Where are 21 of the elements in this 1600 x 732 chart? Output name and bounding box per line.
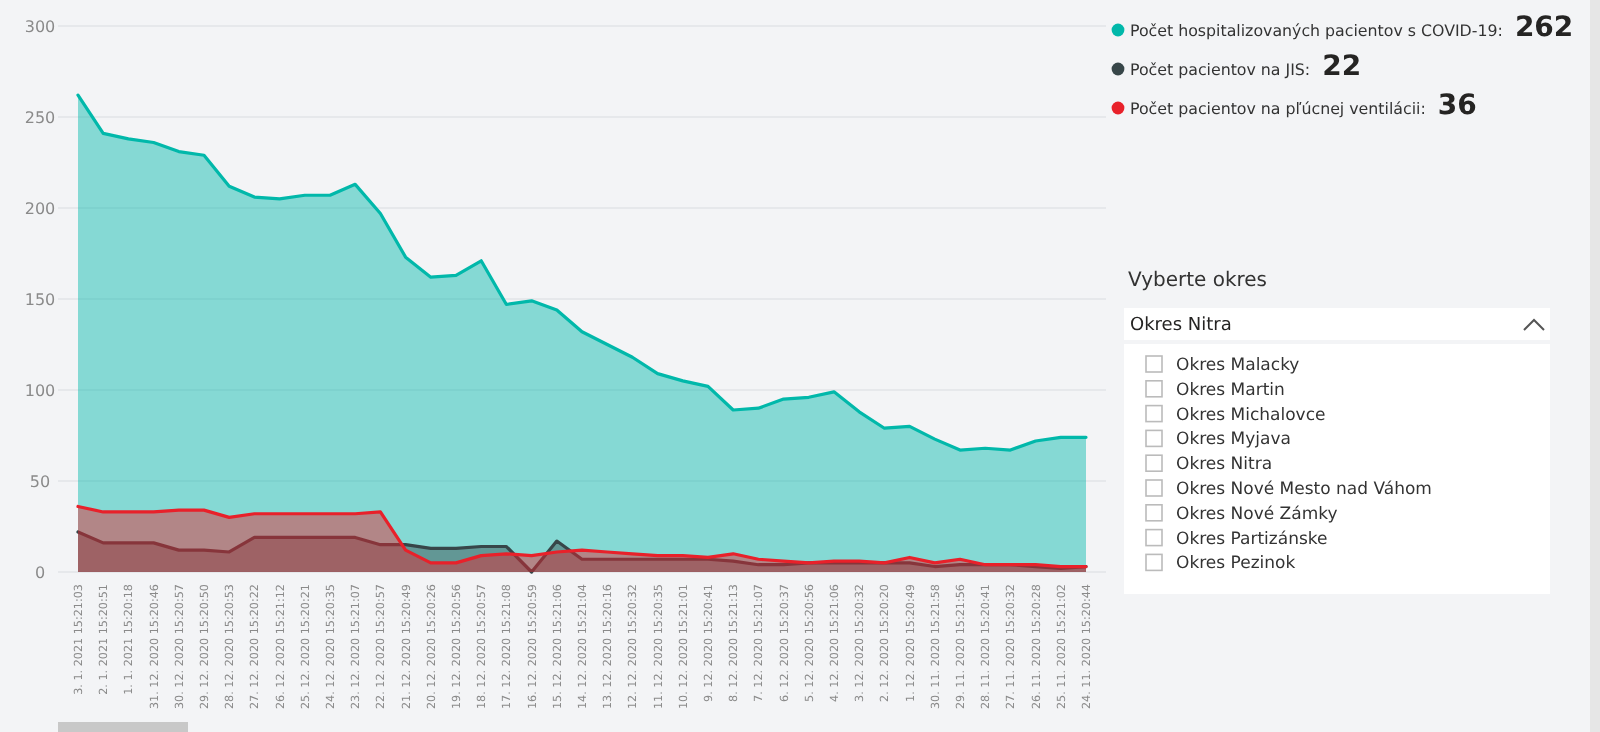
text: Okres Nitra (1176, 455, 1273, 476)
text: Okres Nové Mesto nad Váhom (1176, 479, 1432, 500)
text: Okres Malacky (1176, 355, 1300, 376)
y-tick-label: 0 (34, 563, 46, 582)
y-tick-label: 300 (24, 17, 56, 36)
text: 22 (1322, 50, 1362, 83)
text: 262 (1514, 11, 1574, 44)
y-tick-label: 200 (24, 199, 56, 218)
y-tick-label: 150 (24, 290, 56, 309)
text: Okres Martin (1176, 380, 1285, 401)
text: Okres Michalovce (1176, 405, 1326, 426)
text: Okres Nové Zámky (1176, 504, 1338, 525)
y-tick-label: 50 (29, 472, 51, 491)
text: Okres Myjava (1176, 430, 1291, 451)
text: Okres Nitra (1130, 316, 1232, 337)
text: 36 (1437, 89, 1477, 122)
text: Okres Partizánske (1176, 529, 1328, 550)
text: Okres Pezinok (1176, 554, 1296, 575)
y-tick-label: 250 (24, 108, 56, 127)
text: Vyberte okres (1128, 270, 1268, 292)
y-tick-label: 100 (24, 381, 56, 400)
